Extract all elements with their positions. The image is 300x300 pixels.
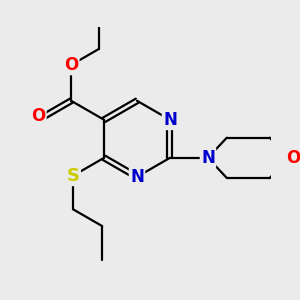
Text: N: N bbox=[130, 168, 144, 186]
Text: O: O bbox=[64, 56, 78, 74]
Text: N: N bbox=[163, 111, 177, 129]
Text: S: S bbox=[67, 167, 80, 185]
Text: O: O bbox=[31, 107, 45, 125]
Text: N: N bbox=[201, 149, 215, 167]
Text: O: O bbox=[286, 149, 300, 167]
